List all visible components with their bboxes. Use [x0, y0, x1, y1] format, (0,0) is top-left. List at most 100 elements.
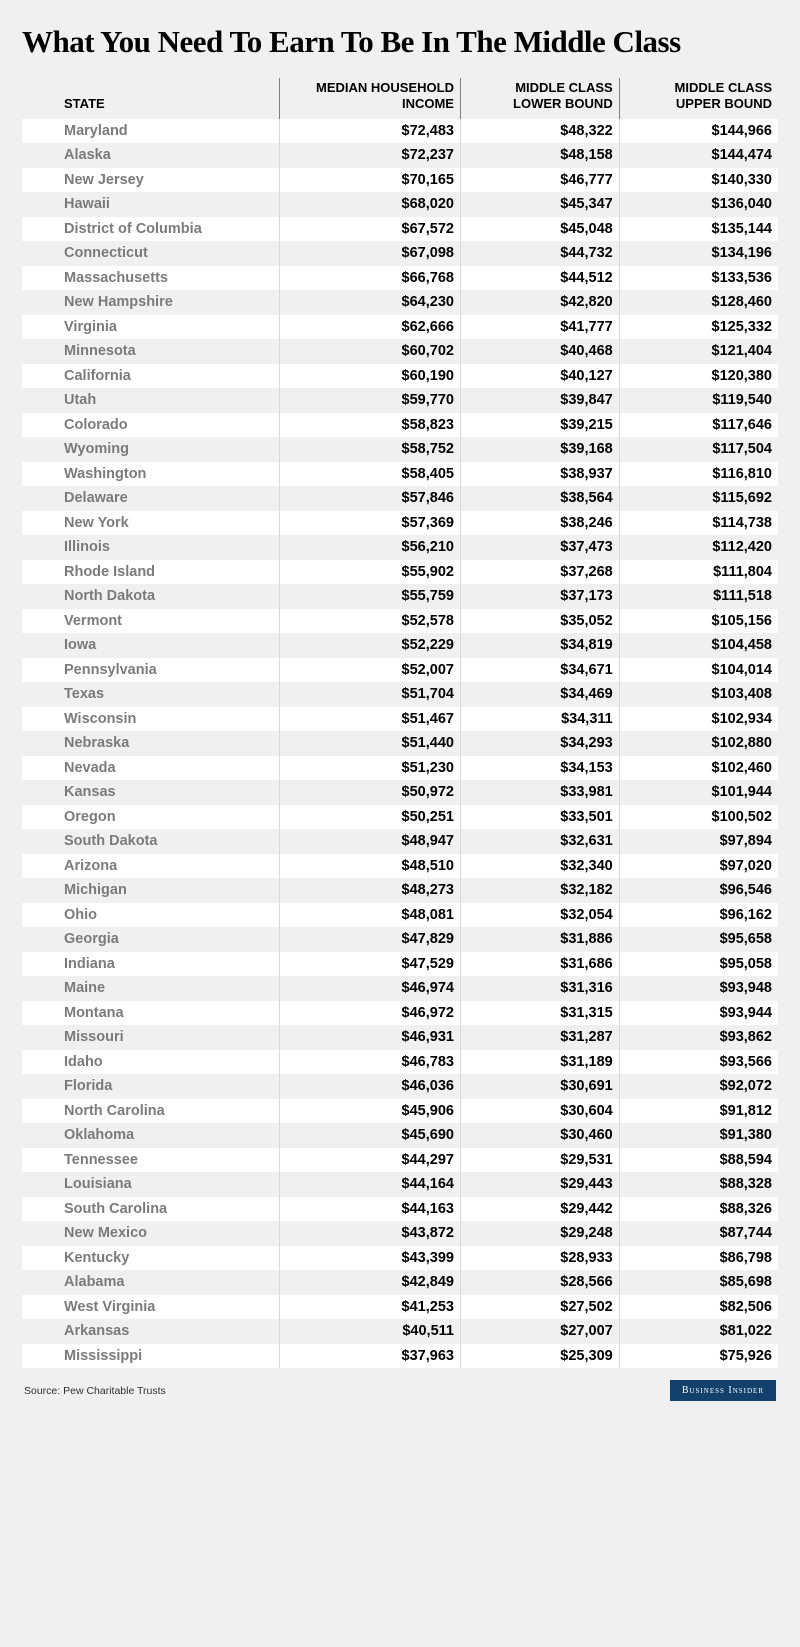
table-row: Oklahoma$45,690$30,460$91,380 — [22, 1123, 778, 1148]
cell-lower: $39,215 — [460, 413, 619, 438]
cell-upper: $93,944 — [619, 1001, 778, 1026]
cell-upper: $119,540 — [619, 388, 778, 413]
table-row: New Hampshire$64,230$42,820$128,460 — [22, 290, 778, 315]
table-row: Rhode Island$55,902$37,268$111,804 — [22, 560, 778, 585]
cell-upper: $92,072 — [619, 1074, 778, 1099]
cell-upper: $140,330 — [619, 168, 778, 193]
cell-upper: $102,460 — [619, 756, 778, 781]
cell-state: Oklahoma — [22, 1123, 279, 1148]
cell-lower: $37,173 — [460, 584, 619, 609]
table-row: Montana$46,972$31,315$93,944 — [22, 1001, 778, 1026]
table-row: New York$57,369$38,246$114,738 — [22, 511, 778, 536]
table-row: Minnesota$60,702$40,468$121,404 — [22, 339, 778, 364]
table-row: Utah$59,770$39,847$119,540 — [22, 388, 778, 413]
cell-state: Vermont — [22, 609, 279, 634]
table-row: Maine$46,974$31,316$93,948 — [22, 976, 778, 1001]
cell-lower: $34,671 — [460, 658, 619, 683]
cell-upper: $133,536 — [619, 266, 778, 291]
cell-median: $48,947 — [279, 829, 460, 854]
cell-state: New Jersey — [22, 168, 279, 193]
cell-lower: $38,246 — [460, 511, 619, 536]
cell-lower: $29,442 — [460, 1197, 619, 1222]
cell-upper: $111,804 — [619, 560, 778, 585]
cell-lower: $34,819 — [460, 633, 619, 658]
table-row: Idaho$46,783$31,189$93,566 — [22, 1050, 778, 1075]
table-row: Mississippi$37,963$25,309$75,926 — [22, 1344, 778, 1369]
cell-state: Iowa — [22, 633, 279, 658]
cell-median: $40,511 — [279, 1319, 460, 1344]
cell-state: West Virginia — [22, 1295, 279, 1320]
cell-state: Michigan — [22, 878, 279, 903]
table-row: Michigan$48,273$32,182$96,546 — [22, 878, 778, 903]
cell-upper: $121,404 — [619, 339, 778, 364]
cell-state: Texas — [22, 682, 279, 707]
cell-upper: $96,546 — [619, 878, 778, 903]
table-row: South Dakota$48,947$32,631$97,894 — [22, 829, 778, 854]
cell-median: $70,165 — [279, 168, 460, 193]
cell-state: Wyoming — [22, 437, 279, 462]
cell-lower: $31,189 — [460, 1050, 619, 1075]
cell-lower: $29,531 — [460, 1148, 619, 1173]
cell-lower: $46,777 — [460, 168, 619, 193]
cell-median: $50,251 — [279, 805, 460, 830]
cell-lower: $39,847 — [460, 388, 619, 413]
table-row: New Jersey$70,165$46,777$140,330 — [22, 168, 778, 193]
table-row: Tennessee$44,297$29,531$88,594 — [22, 1148, 778, 1173]
cell-state: Minnesota — [22, 339, 279, 364]
cell-state: New Mexico — [22, 1221, 279, 1246]
cell-upper: $117,646 — [619, 413, 778, 438]
cell-state: Montana — [22, 1001, 279, 1026]
table-row: Missouri$46,931$31,287$93,862 — [22, 1025, 778, 1050]
cell-lower: $34,469 — [460, 682, 619, 707]
cell-median: $46,036 — [279, 1074, 460, 1099]
cell-state: Kansas — [22, 780, 279, 805]
cell-state: Oregon — [22, 805, 279, 830]
cell-state: Hawaii — [22, 192, 279, 217]
cell-median: $41,253 — [279, 1295, 460, 1320]
cell-median: $72,483 — [279, 119, 460, 144]
cell-lower: $30,604 — [460, 1099, 619, 1124]
cell-lower: $27,007 — [460, 1319, 619, 1344]
page-title: What You Need To Earn To Be In The Middl… — [22, 24, 778, 60]
cell-state: Virginia — [22, 315, 279, 340]
cell-lower: $32,631 — [460, 829, 619, 854]
cell-median: $48,273 — [279, 878, 460, 903]
table-row: District of Columbia$67,572$45,048$135,1… — [22, 217, 778, 242]
cell-lower: $34,153 — [460, 756, 619, 781]
cell-lower: $30,691 — [460, 1074, 619, 1099]
cell-upper: $100,502 — [619, 805, 778, 830]
cell-state: Rhode Island — [22, 560, 279, 585]
cell-state: New Hampshire — [22, 290, 279, 315]
cell-state: North Carolina — [22, 1099, 279, 1124]
cell-median: $51,440 — [279, 731, 460, 756]
table-row: Ohio$48,081$32,054$96,162 — [22, 903, 778, 928]
cell-state: South Dakota — [22, 829, 279, 854]
col-header-upper: MIDDLE CLASSUPPER BOUND — [619, 78, 778, 119]
cell-lower: $32,340 — [460, 854, 619, 879]
cell-median: $52,007 — [279, 658, 460, 683]
table-row: Connecticut$67,098$44,732$134,196 — [22, 241, 778, 266]
table-row: Vermont$52,578$35,052$105,156 — [22, 609, 778, 634]
cell-median: $51,230 — [279, 756, 460, 781]
cell-state: Pennsylvania — [22, 658, 279, 683]
table-row: Wisconsin$51,467$34,311$102,934 — [22, 707, 778, 732]
cell-lower: $37,473 — [460, 535, 619, 560]
cell-median: $67,098 — [279, 241, 460, 266]
cell-state: Missouri — [22, 1025, 279, 1050]
brand-badge: Business Insider — [670, 1380, 776, 1401]
table-row: Wyoming$58,752$39,168$117,504 — [22, 437, 778, 462]
cell-state: Georgia — [22, 927, 279, 952]
cell-state: North Dakota — [22, 584, 279, 609]
cell-state: Delaware — [22, 486, 279, 511]
cell-state: Maine — [22, 976, 279, 1001]
cell-median: $48,510 — [279, 854, 460, 879]
cell-upper: $102,934 — [619, 707, 778, 732]
cell-upper: $97,020 — [619, 854, 778, 879]
cell-upper: $114,738 — [619, 511, 778, 536]
cell-median: $48,081 — [279, 903, 460, 928]
cell-upper: $116,810 — [619, 462, 778, 487]
table-row: North Dakota$55,759$37,173$111,518 — [22, 584, 778, 609]
table-row: Georgia$47,829$31,886$95,658 — [22, 927, 778, 952]
cell-upper: $88,328 — [619, 1172, 778, 1197]
source-text: Source: Pew Charitable Trusts — [24, 1385, 166, 1397]
